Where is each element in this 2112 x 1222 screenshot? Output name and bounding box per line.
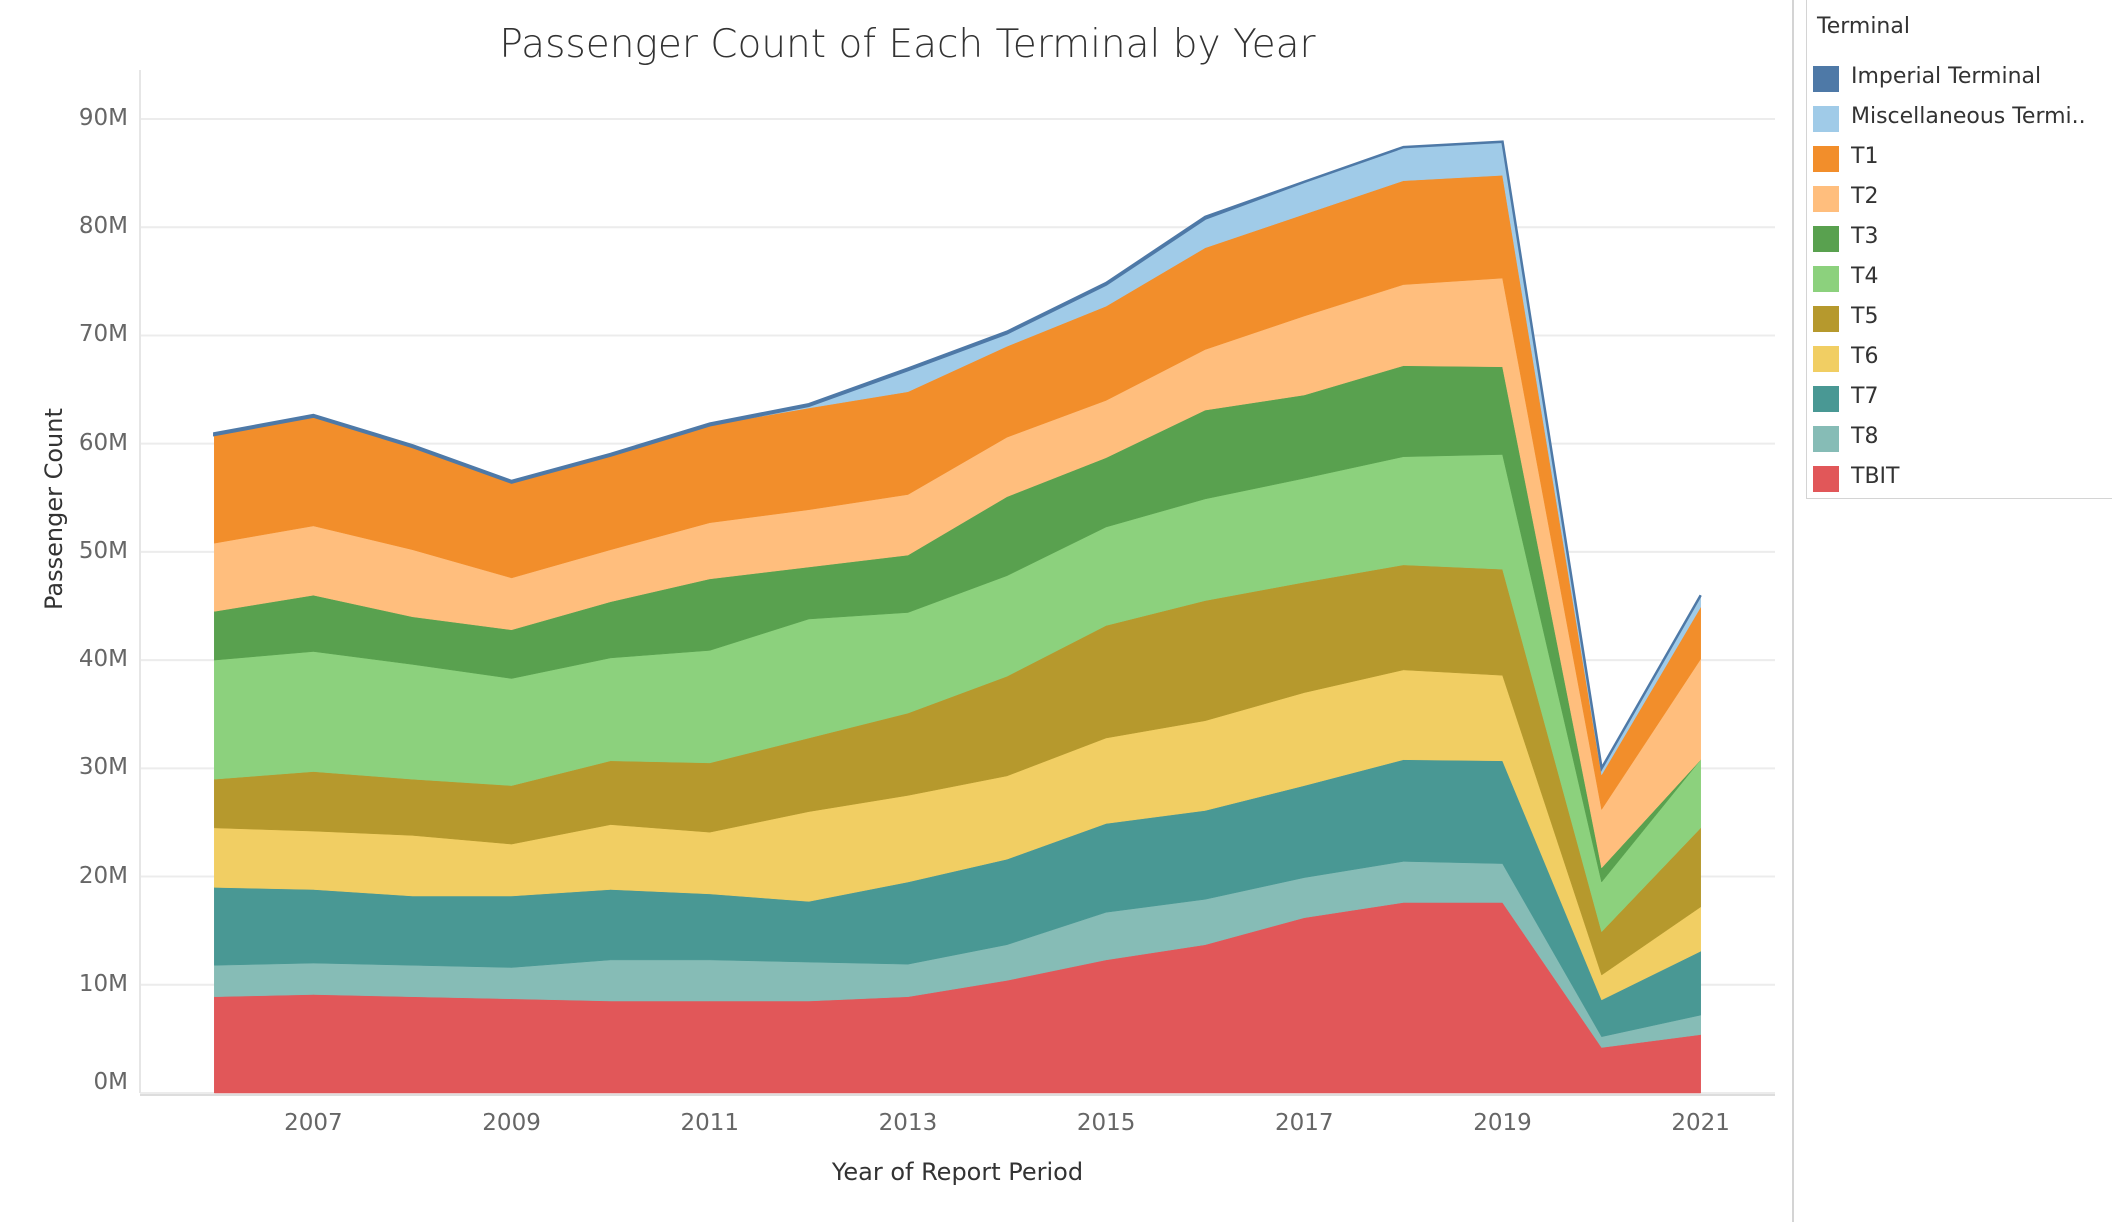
chart-title: Passenger Count of Each Terminal by Year — [499, 22, 1316, 67]
legend-item[interactable]: Miscellaneous Termi.. — [1813, 102, 2109, 140]
x-tick-label: 2013 — [878, 1110, 938, 1136]
x-tick-label: 2007 — [284, 1110, 343, 1136]
legend-label: T7 — [1851, 384, 1879, 409]
legend-item[interactable]: T6 — [1813, 342, 2109, 380]
y-tick-label: 50M — [78, 537, 128, 564]
legend-panel: Terminal Imperial Terminal Miscellaneous … — [1792, 0, 2112, 1222]
y-tick-label: 40M — [78, 646, 128, 673]
legend-swatch — [1813, 106, 1839, 132]
legend-swatch — [1813, 226, 1839, 252]
y-tick-label: 70M — [78, 321, 128, 348]
x-tick-label: 2015 — [1076, 1110, 1136, 1136]
legend-swatch — [1813, 306, 1839, 332]
legend-label: T5 — [1851, 304, 1879, 329]
x-tick-label: 2009 — [482, 1110, 541, 1136]
legend-item[interactable]: TBIT — [1813, 462, 2109, 500]
x-axis-label: Year of Report Period — [831, 1158, 1084, 1186]
legend-title: Terminal — [1817, 14, 1910, 39]
chart-plot — [139, 70, 1775, 1096]
y-tick-label: 20M — [78, 862, 128, 889]
legend-item[interactable]: T7 — [1813, 382, 2109, 420]
legend-swatch — [1813, 386, 1839, 412]
legend-label: T4 — [1851, 264, 1879, 289]
legend-swatch — [1813, 466, 1839, 492]
legend-swatch — [1813, 186, 1839, 212]
legend-item[interactable]: T3 — [1813, 222, 2109, 260]
legend-label: T6 — [1851, 344, 1879, 369]
legend-label: T3 — [1851, 224, 1879, 249]
legend-swatch — [1813, 146, 1839, 172]
y-tick-label: 80M — [78, 213, 128, 240]
x-tick-label: 2019 — [1473, 1110, 1532, 1136]
legend-label: TBIT — [1851, 464, 1900, 489]
legend-item[interactable]: Imperial Terminal — [1813, 62, 2109, 100]
chart-area: Passenger Count of Each Terminal by Year… — [40, 22, 1775, 1186]
legend-item[interactable]: T1 — [1813, 142, 2109, 180]
legend-label: Imperial Terminal — [1851, 64, 2042, 89]
y-tick-label: 10M — [78, 970, 128, 997]
legend-item[interactable]: T8 — [1813, 422, 2109, 460]
legend-label: T2 — [1851, 184, 1879, 209]
x-tick-label: 2011 — [680, 1110, 740, 1136]
y-tick-label: 0M — [93, 1069, 128, 1095]
x-tick-label: 2017 — [1275, 1110, 1334, 1136]
x-tick-label: 2021 — [1671, 1110, 1730, 1136]
y-tick-label: 90M — [78, 105, 128, 131]
legend-item[interactable]: T5 — [1813, 302, 2109, 340]
legend-item[interactable]: T2 — [1813, 182, 2109, 220]
legend: Terminal Imperial Terminal Miscellaneous … — [1806, 0, 2112, 499]
legend-swatch — [1813, 66, 1839, 92]
legend-label: T8 — [1851, 424, 1879, 449]
legend-item[interactable]: T4 — [1813, 262, 2109, 300]
legend-swatch — [1813, 266, 1839, 292]
area-series-imperial-terminal[interactable] — [213, 140, 1702, 773]
legend-swatch — [1813, 426, 1839, 452]
y-tick-label: 60M — [78, 429, 128, 456]
legend-label: T1 — [1851, 144, 1879, 169]
legend-swatch — [1813, 346, 1839, 372]
y-tick-label: 30M — [78, 754, 128, 781]
legend-label: Miscellaneous Termi.. — [1851, 104, 2086, 129]
